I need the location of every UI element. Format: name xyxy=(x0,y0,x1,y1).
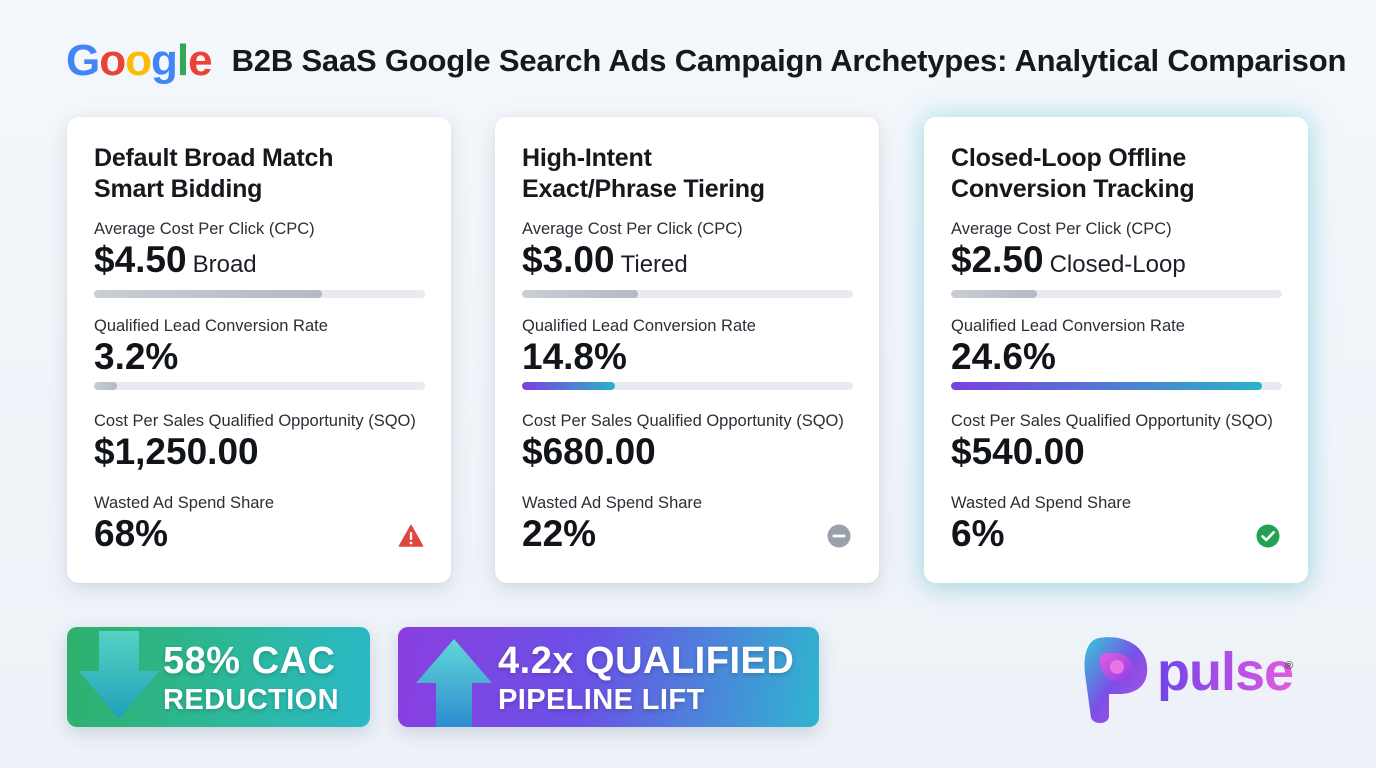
cpc-value-row: $2.50 Closed-Loop xyxy=(951,239,1281,286)
conversion-label: Qualified Lead Conversion Rate xyxy=(522,317,756,335)
pipeline-lift-text: 4.2x QUALIFIED PIPELINE LIFT xyxy=(498,640,794,718)
conversion-value: 3.2% xyxy=(94,336,179,377)
wasted-spend-metric: Wasted Ad Spend Share 68% xyxy=(94,493,424,555)
pulse-logo: pulse ® xyxy=(1079,634,1309,726)
archetype-card-broad-match: Default Broad Match Smart Bidding Averag… xyxy=(67,117,451,583)
cpc-value: $2.50 xyxy=(951,239,1044,280)
conversion-value: 14.8% xyxy=(522,336,627,377)
cac-reduction-badge: 58% CAC REDUCTION xyxy=(67,627,370,727)
card-title-line: Closed-Loop Offline xyxy=(951,144,1187,172)
cpc-suffix: Closed-Loop xyxy=(1049,251,1186,278)
cpc-bar-fill xyxy=(94,290,323,298)
pulse-wordmark: pulse xyxy=(1157,642,1294,702)
card-title-line: Conversion Tracking xyxy=(951,175,1195,203)
cpc-suffix: Broad xyxy=(192,251,257,278)
badge-subline: REDUCTION xyxy=(163,684,339,716)
wasted-spend-label: Wasted Ad Spend Share xyxy=(951,494,1132,512)
sqo-metric: Cost Per Sales Qualified Opportunity (SQ… xyxy=(522,411,852,473)
cpc-bar-track xyxy=(522,290,853,298)
cpc-value-row: $3.00 Tiered xyxy=(522,239,852,286)
conversion-bar-track xyxy=(522,382,853,390)
arrow-down-icon xyxy=(79,631,159,719)
conversion-bar-fill xyxy=(94,382,118,390)
sqo-value: $680.00 xyxy=(522,431,656,472)
badge-subline: PIPELINE LIFT xyxy=(498,684,705,716)
cpc-metric: Average Cost Per Click (CPC) $3.00 Tiered xyxy=(522,219,853,298)
sqo-value: $1,250.00 xyxy=(94,431,259,472)
wasted-spend-metric: Wasted Ad Spend Share 22% xyxy=(522,493,852,555)
wasted-spend-metric: Wasted Ad Spend Share 6% xyxy=(951,493,1281,555)
conversion-bar-fill xyxy=(522,382,615,390)
card-title: Default Broad Match Smart Bidding xyxy=(94,143,424,207)
conversion-bar-track xyxy=(951,382,1282,390)
conversion-bar-track xyxy=(94,382,425,390)
warning-icon xyxy=(398,524,424,547)
arrow-up-icon xyxy=(416,639,492,727)
neutral-minus-icon xyxy=(827,524,851,548)
card-title: Closed-Loop Offline Conversion Tracking xyxy=(951,143,1281,207)
wasted-spend-label: Wasted Ad Spend Share xyxy=(522,494,703,512)
google-logo-letter: o xyxy=(125,36,152,85)
conversion-label: Qualified Lead Conversion Rate xyxy=(951,317,1185,335)
archetype-card-exact-phrase: High-Intent Exact/Phrase Tiering Average… xyxy=(495,117,879,583)
conversion-bar-fill xyxy=(951,382,1263,390)
cpc-bar-fill xyxy=(522,290,638,298)
google-logo: Google xyxy=(66,36,213,85)
google-logo-letter: o xyxy=(99,36,126,85)
sqo-value: $540.00 xyxy=(951,431,1085,472)
badge-headline: 58% CAC xyxy=(163,640,336,682)
google-logo-letter: l xyxy=(176,36,189,85)
registered-mark: ® xyxy=(1285,660,1294,672)
check-circle-icon xyxy=(1256,524,1280,548)
cac-reduction-text: 58% CAC REDUCTION xyxy=(163,640,339,718)
cpc-bar-track xyxy=(94,290,425,298)
cpc-bar-fill xyxy=(951,290,1038,298)
cpc-label: Average Cost Per Click (CPC) xyxy=(94,220,315,238)
wasted-spend-value: 22% xyxy=(522,513,597,554)
cpc-metric: Average Cost Per Click (CPC) $4.50 Broad xyxy=(94,219,425,298)
conversion-metric: Qualified Lead Conversion Rate 24.6% xyxy=(951,316,1282,390)
cpc-value: $3.00 xyxy=(522,239,615,280)
cpc-value: $4.50 xyxy=(94,239,187,280)
cpc-bar-track xyxy=(951,290,1282,298)
cpc-value-row: $4.50 Broad xyxy=(94,239,424,286)
google-logo-letter: g xyxy=(151,36,178,85)
sqo-metric: Cost Per Sales Qualified Opportunity (SQ… xyxy=(951,411,1281,473)
conversion-metric: Qualified Lead Conversion Rate 3.2% xyxy=(94,316,425,390)
card-title: High-Intent Exact/Phrase Tiering xyxy=(522,143,852,207)
cpc-metric: Average Cost Per Click (CPC) $2.50 Closed… xyxy=(951,219,1282,298)
sqo-label: Cost Per Sales Qualified Opportunity (SQ… xyxy=(951,412,1273,430)
sqo-metric: Cost Per Sales Qualified Opportunity (SQ… xyxy=(94,411,424,473)
card-title-line: Smart Bidding xyxy=(94,175,263,203)
cpc-suffix: Tiered xyxy=(620,251,688,278)
pipeline-lift-badge: 4.2x QUALIFIED PIPELINE LIFT xyxy=(398,627,819,727)
wasted-spend-value: 68% xyxy=(94,513,169,554)
cpc-label: Average Cost Per Click (CPC) xyxy=(522,220,743,238)
google-logo-letter: G xyxy=(66,36,100,85)
conversion-value: 24.6% xyxy=(951,336,1056,377)
card-title-line: Exact/Phrase Tiering xyxy=(522,175,765,203)
sqo-label: Cost Per Sales Qualified Opportunity (SQ… xyxy=(94,412,416,430)
archetype-card-closed-loop: Closed-Loop Offline Conversion Tracking … xyxy=(924,117,1308,583)
page-title: B2B SaaS Google Search Ads Campaign Arch… xyxy=(231,43,1347,78)
conversion-label: Qualified Lead Conversion Rate xyxy=(94,317,328,335)
wasted-spend-label: Wasted Ad Spend Share xyxy=(94,494,275,512)
wasted-spend-value: 6% xyxy=(951,513,1005,554)
pulse-logo-mark xyxy=(1084,637,1148,724)
header: Google B2B SaaS Google Search Ads Campai… xyxy=(66,38,1346,84)
sqo-label: Cost Per Sales Qualified Opportunity (SQ… xyxy=(522,412,844,430)
card-title-line: High-Intent xyxy=(522,144,652,172)
badge-headline: 4.2x QUALIFIED xyxy=(498,640,795,682)
google-logo-letter: e xyxy=(188,36,213,85)
cpc-label: Average Cost Per Click (CPC) xyxy=(951,220,1172,238)
conversion-metric: Qualified Lead Conversion Rate 14.8% xyxy=(522,316,853,390)
card-title-line: Default Broad Match xyxy=(94,144,334,172)
